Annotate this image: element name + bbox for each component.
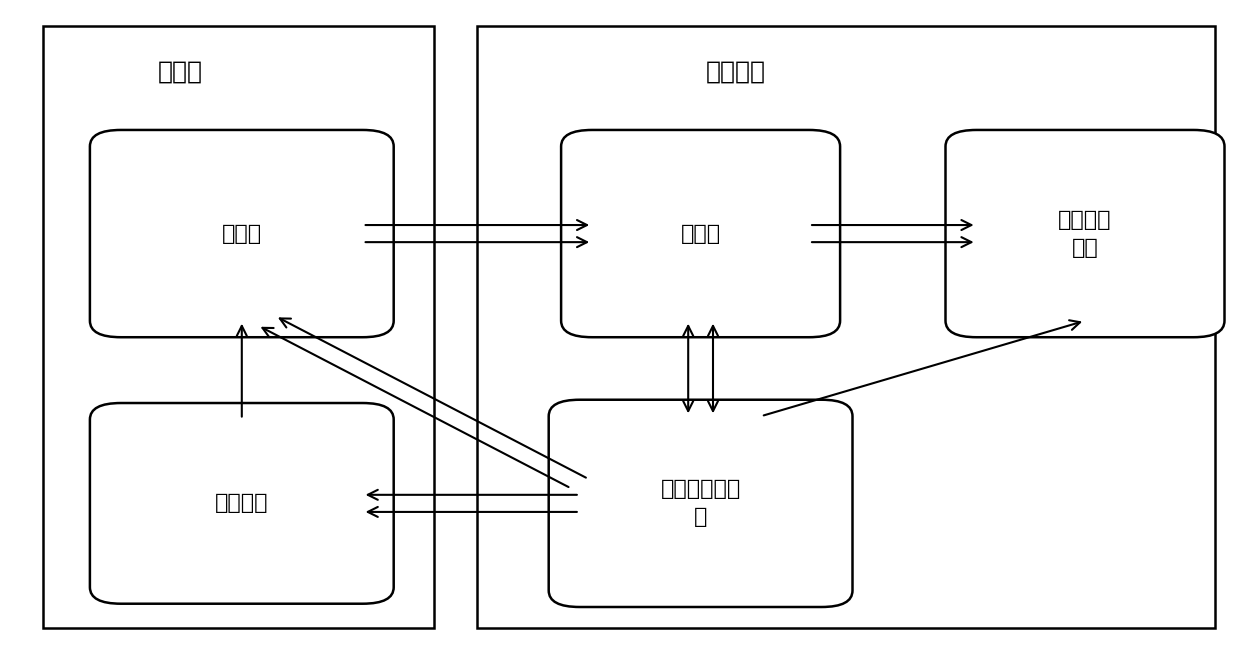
Text: 数据库: 数据库 [681, 224, 720, 243]
Bar [477, 26, 1215, 628]
Text: 除湿机: 除湿机 [222, 224, 262, 243]
Text: 移动终端: 移动终端 [215, 494, 269, 513]
Text: 用户端: 用户端 [157, 59, 202, 83]
FancyBboxPatch shape [91, 130, 394, 337]
FancyBboxPatch shape [548, 400, 852, 607]
FancyBboxPatch shape [945, 130, 1225, 337]
Text: 服务器端: 服务器端 [706, 59, 765, 83]
Bar [43, 26, 434, 628]
FancyBboxPatch shape [91, 403, 394, 604]
Text: 智能家居服务
器: 智能家居服务 器 [661, 480, 740, 527]
Text: 机器学习
系统: 机器学习 系统 [1058, 210, 1112, 257]
FancyBboxPatch shape [560, 130, 839, 337]
